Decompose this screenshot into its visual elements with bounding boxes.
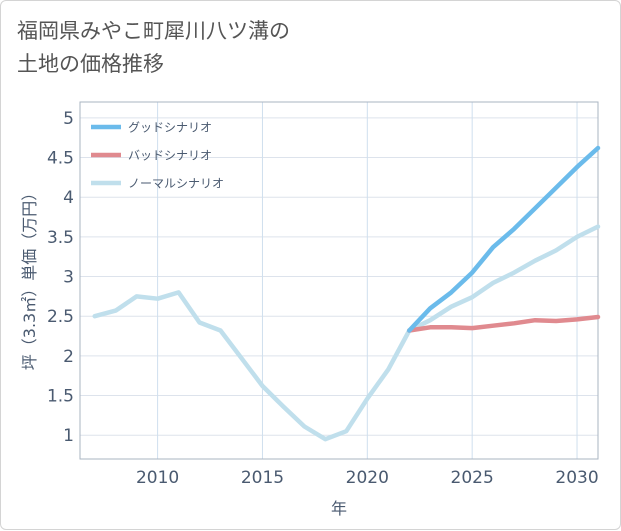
y-tick-label: 5	[63, 109, 74, 129]
x-tick-label: 2025	[451, 468, 494, 488]
title-line-2: 土地の価格推移	[17, 52, 164, 76]
x-tick-label: 2020	[346, 468, 389, 488]
plot-area	[80, 102, 598, 459]
y-tick-label: 2	[63, 347, 74, 367]
x-tick-label: 2030	[555, 468, 598, 488]
y-tick-label: 4	[63, 188, 74, 208]
legend-label: グッドシナリオ	[128, 121, 212, 135]
legend-label: ノーマルシナリオ	[128, 177, 224, 191]
y-tick-label: 1	[63, 426, 74, 446]
legend-label: バッドシナリオ	[128, 149, 212, 163]
y-tick-label: 2.5	[47, 307, 74, 327]
series-line	[407, 145, 601, 333]
series-line	[407, 314, 601, 333]
x-tick-label: 2015	[241, 468, 284, 488]
x-axis-label: 年	[331, 499, 347, 518]
x-tick-label: 2010	[136, 468, 179, 488]
y-axis-label: 坪（3.3㎡）単価（万円）	[20, 185, 39, 370]
plot-frame	[79, 101, 599, 460]
series-line	[92, 224, 601, 442]
y-tick-label: 4.5	[47, 149, 74, 169]
y-tick-label: 3.5	[47, 228, 74, 248]
title-line-1: 福岡県みやこ町犀川八ツ溝の	[17, 19, 290, 43]
y-tick-label: 1.5	[47, 387, 74, 407]
y-tick-label: 3	[63, 268, 74, 288]
chart-title: 福岡県みやこ町犀川八ツ溝の 土地の価格推移	[17, 15, 290, 81]
